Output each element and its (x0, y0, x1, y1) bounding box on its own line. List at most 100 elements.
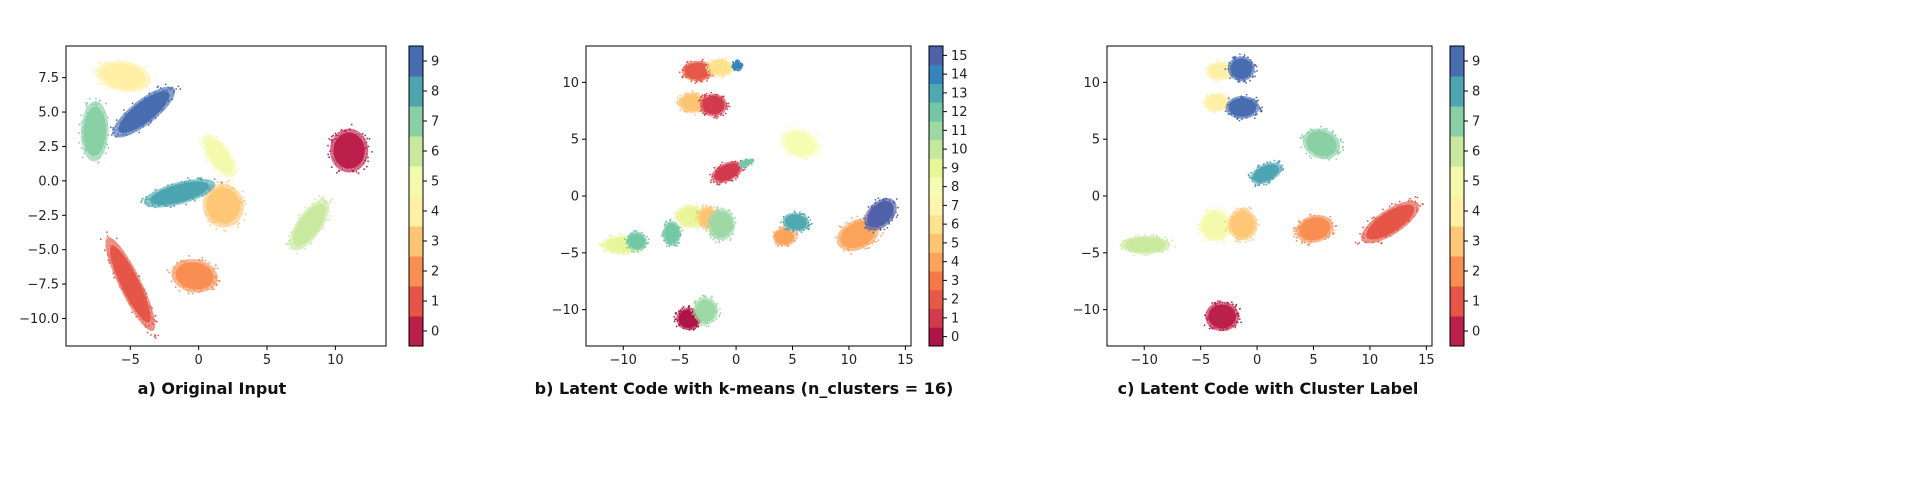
y-tick-label: 5 (571, 133, 579, 148)
point (1281, 164, 1284, 167)
point (172, 91, 175, 94)
point (702, 204, 705, 207)
point (775, 232, 777, 234)
point (1208, 327, 1211, 330)
point (1278, 161, 1280, 164)
point (698, 297, 701, 300)
point (98, 156, 101, 159)
point (696, 211, 698, 214)
point (779, 135, 782, 138)
point (665, 245, 668, 248)
point (793, 126, 796, 129)
point (690, 80, 693, 83)
point (1421, 203, 1424, 206)
colorbar-segment-4 (409, 196, 423, 227)
point (1209, 325, 1212, 328)
cluster-core-7 (1306, 131, 1337, 157)
point (184, 180, 186, 183)
point (882, 198, 885, 200)
point (149, 122, 152, 124)
cluster-core-1 (714, 163, 741, 182)
point (172, 266, 175, 269)
point (1366, 220, 1369, 222)
point (327, 153, 330, 156)
point (602, 242, 605, 245)
point (686, 93, 689, 96)
point (722, 95, 725, 98)
point (188, 179, 191, 181)
point (213, 221, 216, 224)
point (1208, 110, 1211, 113)
colorbar-segment-9 (1450, 46, 1464, 77)
point (1373, 219, 1376, 222)
point (138, 275, 141, 278)
cluster-core-5 (205, 138, 233, 174)
point (1300, 146, 1303, 149)
point (773, 234, 776, 237)
point (1205, 66, 1208, 69)
point (726, 108, 729, 111)
point (156, 86, 159, 89)
point (371, 150, 373, 153)
point (1254, 183, 1257, 186)
point (867, 224, 870, 227)
point (1257, 224, 1260, 226)
point (1254, 225, 1257, 228)
point (365, 165, 368, 168)
point (720, 181, 722, 184)
point (1398, 200, 1401, 203)
colorbar-tick-label: 2 (1472, 265, 1480, 280)
point (210, 220, 213, 223)
point (1384, 236, 1387, 238)
panel-caption: c) Latent Code with Cluster Label (1118, 379, 1419, 398)
point (892, 201, 895, 203)
cluster-core-8 (150, 181, 209, 205)
point (710, 181, 712, 184)
y-tick-label: −7.5 (27, 278, 59, 293)
point (240, 197, 243, 200)
x-tick-label: 5 (263, 353, 271, 368)
point (730, 212, 733, 215)
point (1211, 94, 1213, 97)
point (1312, 130, 1315, 132)
point (875, 240, 878, 243)
point (363, 168, 366, 170)
point (1240, 118, 1243, 120)
point (1203, 106, 1206, 109)
point (153, 76, 156, 79)
point (85, 149, 87, 152)
point (78, 132, 80, 134)
point (708, 207, 711, 209)
point (1325, 157, 1328, 160)
point (1306, 244, 1309, 246)
point (747, 164, 750, 167)
point (1237, 312, 1240, 315)
point (732, 61, 734, 64)
point (806, 158, 809, 161)
colorbar-segment-4 (1450, 196, 1464, 227)
scatter-points (78, 58, 373, 339)
point (83, 152, 86, 155)
point (870, 206, 873, 209)
point (856, 215, 859, 218)
colorbar-tick-label: 15 (951, 49, 968, 64)
point (186, 177, 189, 179)
point (683, 110, 686, 113)
point (874, 199, 877, 201)
point (783, 145, 786, 148)
point (92, 103, 95, 106)
point (795, 233, 798, 236)
point (645, 242, 648, 245)
point (820, 148, 823, 151)
point (155, 320, 158, 323)
point (343, 129, 346, 132)
point (1396, 228, 1399, 231)
panel-caption: a) Original Input (138, 379, 287, 398)
point (736, 59, 739, 61)
point (778, 229, 781, 232)
point (1234, 324, 1237, 327)
point (217, 279, 219, 282)
x-tick-label: 10 (1362, 353, 1379, 368)
point (705, 92, 708, 95)
point (1407, 219, 1410, 222)
